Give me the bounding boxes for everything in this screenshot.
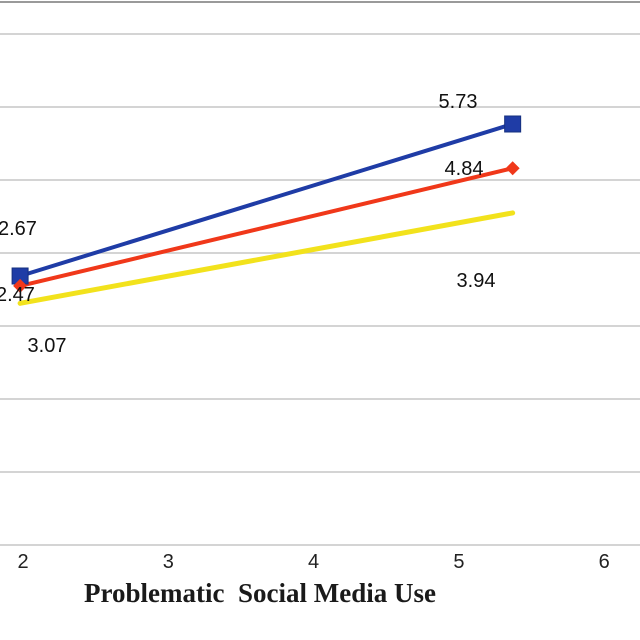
series-1-marker-0 bbox=[13, 278, 28, 293]
x-tick-label-3: 3 bbox=[163, 551, 174, 573]
x-axis-title: Problematic Social Media Use bbox=[84, 578, 436, 608]
data-labels: 2.67 5.73 2.47 4.84 3.07 3.94 bbox=[0, 91, 495, 357]
data-label-1-0: 2.47 bbox=[0, 284, 35, 306]
series-lines bbox=[17, 122, 516, 306]
series-0-marker-1 bbox=[504, 115, 522, 133]
series-markers bbox=[11, 115, 522, 293]
series-line-2 bbox=[17, 210, 516, 306]
x-tick-label-4: 4 bbox=[308, 551, 319, 573]
gridlines bbox=[0, 1, 640, 546]
series-line-0 bbox=[18, 122, 515, 278]
data-label-2-1: 3.94 bbox=[457, 270, 496, 292]
x-tick-label-5: 5 bbox=[453, 551, 464, 573]
series-line-1 bbox=[18, 166, 515, 288]
x-tick-labels: 2 3 4 5 6 bbox=[17, 551, 609, 573]
x-tick-label-2: 2 bbox=[17, 551, 28, 573]
data-label-2-0: 3.07 bbox=[28, 335, 67, 357]
data-label-0-0: 2.67 bbox=[0, 218, 37, 240]
x-tick-label-6: 6 bbox=[599, 551, 610, 573]
series-1-marker-1 bbox=[505, 161, 520, 176]
data-label-1-1: 4.84 bbox=[445, 158, 484, 180]
data-label-0-1: 5.73 bbox=[439, 91, 478, 113]
